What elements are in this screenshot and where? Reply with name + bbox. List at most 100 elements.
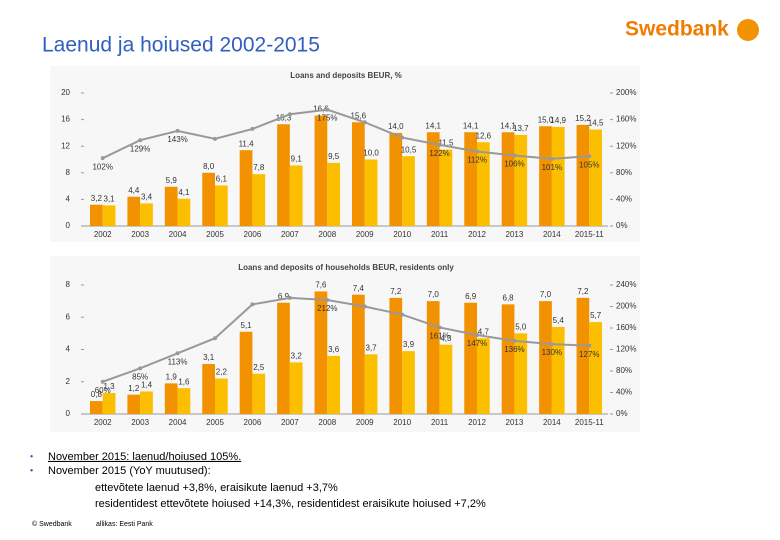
bar: [389, 297, 403, 414]
y2-tick-label: 40%: [616, 195, 632, 204]
line-point: [138, 138, 143, 143]
data-label: 6,8: [503, 293, 515, 302]
line-point: [325, 107, 330, 112]
x-tick-label: 2011: [431, 418, 449, 427]
bar: [177, 388, 191, 414]
y-tick-label: 6: [66, 312, 71, 321]
x-tick-label: 2007: [281, 230, 299, 239]
y2-tick-label: 160%: [616, 323, 636, 332]
data-label: 7,8: [253, 163, 265, 172]
data-label: 4,4: [128, 186, 140, 195]
bar: [289, 362, 303, 414]
data-label: 175%: [317, 114, 337, 123]
data-label: 6,9: [465, 292, 477, 301]
x-tick-label: 2013: [506, 230, 524, 239]
data-label: 122%: [429, 149, 449, 158]
bar: [351, 294, 365, 414]
data-label: 2,5: [253, 363, 265, 372]
x-tick-label: 2009: [356, 418, 374, 427]
bar: [164, 383, 178, 414]
bar: [140, 203, 153, 226]
line-point: [437, 142, 442, 147]
chart-title: Loans and deposits BEUR, %: [290, 71, 402, 80]
bar: [439, 344, 453, 414]
bar: [277, 302, 290, 414]
y2-tick-label: 120%: [616, 141, 636, 150]
data-label: 15,6: [351, 111, 367, 120]
bar: [364, 159, 378, 226]
logo-text: Swedbank: [625, 18, 729, 41]
bullet-marker: •: [30, 465, 33, 475]
line-point: [287, 112, 292, 117]
line-point: [400, 135, 405, 140]
bar: [514, 333, 528, 414]
y-tick-label: 8: [66, 280, 71, 289]
data-label: 3,2: [91, 194, 103, 203]
bar: [364, 354, 378, 414]
bar: [426, 132, 440, 226]
line-point: [362, 304, 367, 309]
data-label: 0,8: [91, 390, 103, 399]
data-label: 16,6: [313, 105, 329, 114]
data-label: 7,6: [315, 281, 327, 290]
bar: [351, 122, 365, 226]
line-point: [175, 351, 180, 356]
data-label: 14,5: [588, 119, 604, 128]
bar: [89, 204, 103, 226]
bar: [539, 301, 552, 414]
y2-tick-label: 80%: [616, 168, 632, 177]
data-label: 6,9: [278, 292, 290, 301]
data-label: 3,6: [328, 345, 340, 354]
data-label: 15,2: [575, 114, 591, 123]
line-point: [100, 379, 105, 384]
data-label: 5,9: [166, 176, 178, 185]
y2-tick-label: 0%: [616, 221, 628, 230]
y-tick-label: 0: [66, 221, 71, 230]
data-label: 1,3: [104, 382, 116, 391]
data-label: 3,2: [291, 352, 303, 361]
y2-tick-label: 160%: [616, 115, 636, 124]
bar: [177, 198, 191, 226]
x-tick-label: 2014: [543, 230, 561, 239]
x-tick-label: 2014: [543, 418, 561, 427]
data-label: 15,3: [276, 113, 292, 122]
data-label: 3,1: [203, 353, 215, 362]
data-label: 101%: [542, 163, 562, 172]
data-label: 136%: [504, 345, 524, 354]
data-label: 9,5: [328, 152, 340, 161]
line: [102, 296, 590, 383]
data-label: 3,7: [366, 343, 378, 352]
data-label: 5,1: [241, 321, 253, 330]
x-tick-label: 2013: [506, 418, 524, 427]
data-label: 161%: [429, 332, 449, 341]
bar: [576, 297, 590, 414]
x-tick-label: 2008: [318, 418, 336, 427]
data-label: 1,6: [178, 377, 190, 386]
y-tick-label: 0: [66, 409, 71, 418]
y2-tick-label: 0%: [616, 409, 628, 418]
data-label: 60%: [95, 386, 111, 395]
data-label: 106%: [504, 160, 524, 169]
x-tick-label: 2008: [318, 230, 336, 239]
bullet: November 2015: laenud/hoiused 105%.: [48, 451, 241, 463]
y2-tick-label: 200%: [616, 88, 636, 97]
bar: [327, 355, 341, 414]
bar: [501, 132, 515, 226]
data-label: 15,0: [538, 115, 554, 124]
bar: [239, 150, 253, 226]
y-tick-label: 2: [66, 377, 71, 386]
x-tick-label: 2012: [468, 418, 486, 427]
bar: [215, 185, 228, 226]
bar: [514, 134, 528, 226]
bar: [539, 126, 552, 226]
x-tick-label: 2015-11: [575, 230, 604, 239]
bar: [252, 373, 266, 414]
bar: [439, 149, 453, 226]
y2-tick-label: 80%: [616, 366, 632, 375]
sub-line: residentidest ettevõtete hoiused +14,3%,…: [95, 498, 486, 510]
data-label: 10,0: [363, 149, 379, 158]
bar: [140, 391, 153, 414]
bar: [576, 124, 590, 226]
line-point: [175, 128, 180, 133]
footer: allikas: Eesti Pank: [96, 521, 153, 528]
